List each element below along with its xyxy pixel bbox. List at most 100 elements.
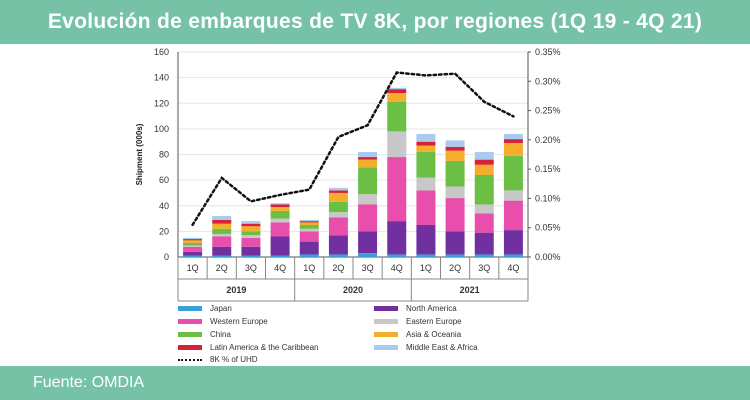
legend-label: Eastern Europe xyxy=(406,317,462,326)
bar-segment xyxy=(387,88,406,89)
legend-swatch xyxy=(374,345,398,350)
bar-segment xyxy=(329,235,348,254)
x-tick-label: 3Q xyxy=(245,263,257,273)
x-tick-label: 2Q xyxy=(332,263,344,273)
bar-segment xyxy=(241,231,260,235)
bar-segment xyxy=(358,157,377,160)
legend-swatch xyxy=(374,306,398,311)
legend-swatch xyxy=(374,332,398,337)
y-tick-label: 0 xyxy=(164,252,169,262)
bar-segment xyxy=(300,221,319,222)
bar-segment xyxy=(446,151,465,161)
x-group-label: 2019 xyxy=(226,285,246,295)
bar-segment xyxy=(504,143,523,156)
bar-segment xyxy=(241,221,260,224)
bar-segment xyxy=(271,237,290,256)
legend-label: China xyxy=(210,330,231,339)
bar-segment xyxy=(183,245,202,246)
bar-segment xyxy=(504,134,523,139)
legend-item: China xyxy=(178,329,231,340)
bar-segment xyxy=(212,237,231,247)
x-tick-label: 1Q xyxy=(187,263,199,273)
bar-segment xyxy=(446,161,465,187)
bar-segment xyxy=(446,187,465,199)
bar-segment xyxy=(446,231,465,254)
bar-segment xyxy=(504,201,523,230)
bar-segment xyxy=(416,178,435,191)
bar-segment xyxy=(475,213,494,232)
bar-segment xyxy=(183,239,202,240)
legend-line-swatch xyxy=(178,359,202,361)
x-tick-label: 4Q xyxy=(507,263,519,273)
legend-swatch xyxy=(178,306,202,311)
bar-segment xyxy=(271,203,290,204)
bar-segment xyxy=(504,156,523,191)
bar-segment xyxy=(387,89,406,93)
bar-segment xyxy=(241,226,260,231)
x-tick-label: 4Q xyxy=(274,263,286,273)
bar-segment xyxy=(504,139,523,143)
bar-segment xyxy=(416,152,435,178)
bar-segment xyxy=(358,167,377,194)
bar-segment xyxy=(475,254,494,257)
bar-segment xyxy=(504,254,523,257)
x-tick-label: 2Q xyxy=(216,263,228,273)
bar-segment xyxy=(387,131,406,157)
legend-label: Japan xyxy=(210,304,232,313)
bar-segment xyxy=(183,252,202,256)
legend-item: Eastern Europe xyxy=(374,316,462,327)
bar-segment xyxy=(358,152,377,157)
bar-segment xyxy=(329,254,348,257)
bar-segment xyxy=(241,224,260,227)
y-tick-label: 140 xyxy=(154,73,169,83)
legend-label: North America xyxy=(406,304,457,313)
bar-segment xyxy=(416,134,435,142)
legend-swatch xyxy=(178,345,202,350)
bar-segment xyxy=(212,216,231,220)
bar-segment xyxy=(183,238,202,239)
bar-segment xyxy=(358,231,377,253)
y2-tick-label: 0.30% xyxy=(535,76,561,86)
y-tick-label: 60 xyxy=(159,175,169,185)
y2-tick-label: 0.25% xyxy=(535,106,561,116)
y-tick-label: 100 xyxy=(154,124,169,134)
bar-segment xyxy=(475,152,494,160)
x-tick-label: 1Q xyxy=(420,263,432,273)
bar-segment xyxy=(446,140,465,146)
bar-segment xyxy=(241,235,260,238)
legend-item: Asia & Oceania xyxy=(374,329,461,340)
legend-label: 8K % of UHD xyxy=(210,355,258,364)
y2-tick-label: 0.10% xyxy=(535,193,561,203)
x-tick-label: 1Q xyxy=(303,263,315,273)
bar-segment xyxy=(300,242,319,255)
bar-segment xyxy=(504,230,523,254)
y2-tick-label: 0.05% xyxy=(535,223,561,233)
bar-segment xyxy=(183,240,202,243)
bar-segment xyxy=(475,165,494,175)
bar-segment xyxy=(387,254,406,257)
bar-segment xyxy=(300,220,319,221)
legend-swatch xyxy=(374,319,398,324)
x-group-label: 2020 xyxy=(343,285,363,295)
bar-segment xyxy=(446,147,465,151)
bar-segment xyxy=(241,247,260,256)
bar-segment xyxy=(475,233,494,255)
y2-tick-label: 0.00% xyxy=(535,252,561,262)
legend-item: Middle East & Africa xyxy=(374,342,478,353)
bar-segment xyxy=(358,194,377,204)
bar-segment xyxy=(358,204,377,231)
bar-segment xyxy=(271,204,290,207)
bar-segment xyxy=(212,220,231,224)
source-text: Fuente: OMDIA xyxy=(33,374,144,392)
bar-segment xyxy=(271,207,290,211)
bar-segment xyxy=(300,231,319,241)
bar-segment xyxy=(329,190,348,193)
chart-legend: Japan North America Western Europe Eastern … xyxy=(178,303,538,363)
bar-segment xyxy=(271,211,290,219)
y2-tick-label: 0.15% xyxy=(535,164,561,174)
y-tick-label: 20 xyxy=(159,226,169,236)
bar-segment xyxy=(358,160,377,168)
bar-segment xyxy=(387,221,406,254)
y-tick-label: 40 xyxy=(159,201,169,211)
bar-segment xyxy=(300,222,319,225)
